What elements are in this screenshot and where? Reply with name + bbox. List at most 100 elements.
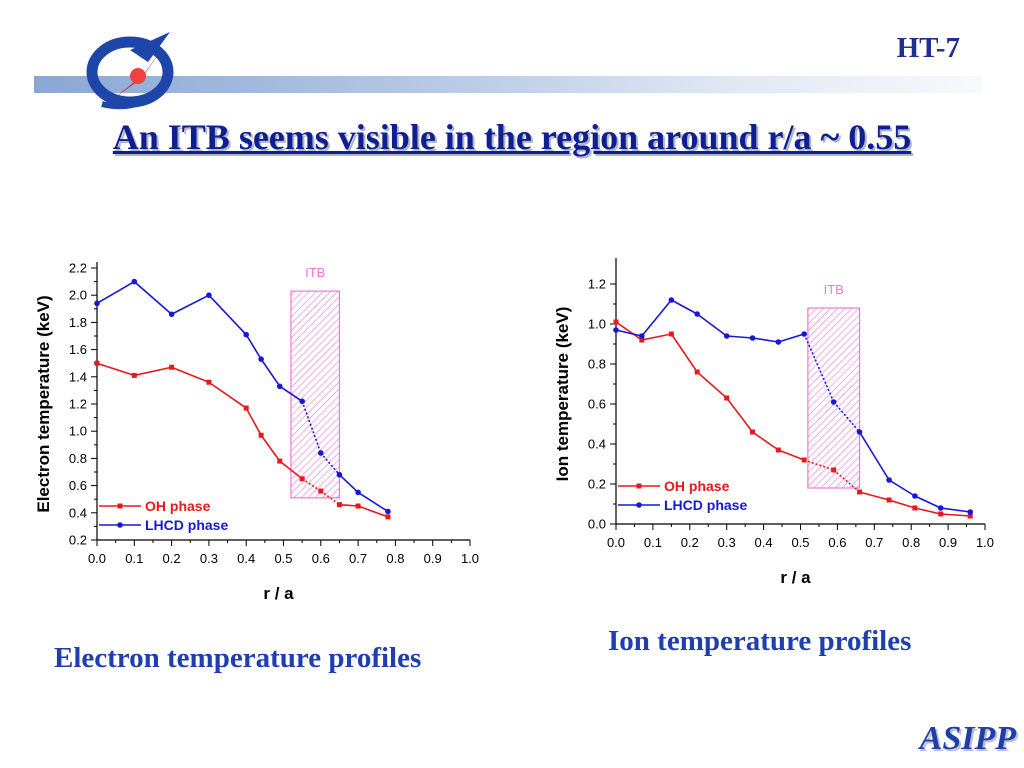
ion-oh-point [775,447,781,453]
electron-lhcd-point [131,278,138,285]
electron-oh-point [94,360,100,366]
ion-y-tick-label: 0.8 [588,357,606,372]
electron-oh-line-segment [134,366,172,377]
electron-y-tick-label: 2.2 [69,261,87,276]
ion-x-tick-label: 0.7 [865,535,883,550]
ion-legend-lhcd-marker [636,502,642,508]
electron-oh-point [206,379,212,385]
ion-lhcd-point [967,509,974,515]
electron-legend-lhcd-label: LHCD phase [145,517,228,533]
ion-x-tick-label: 0.5 [791,535,809,550]
ion-y-tick-label: 0.2 [588,477,606,492]
ion-oh-point [801,457,807,463]
ion-lhcd-line-segment [752,337,779,343]
ion-x-tick-label: 0.1 [644,535,662,550]
asipp-logo [86,32,174,110]
ion-lhcd-point [775,339,782,345]
electron-oh-line-segment [260,434,281,462]
ion-lhcd-point [613,327,619,333]
ion-x-tick-label: 0.3 [718,535,736,550]
ion-x-tick-label: 0.8 [902,535,920,550]
ion-x-tick-label: 0.4 [755,535,773,550]
footer-label: ASIPP [919,720,1016,757]
ion-y-axis-title: Ion temperature (keV) [553,307,572,482]
ion-oh-line-segment [778,449,805,461]
ion-lhcd-point [830,399,837,405]
ion-lhcd-point [694,311,700,317]
header-bar [34,76,982,93]
electron-x-tick-label: 0.9 [424,551,442,566]
brand-label: HT-7 [896,32,960,64]
electron-x-tick-label: 1.0 [461,551,479,566]
electron-oh-line-segment [357,505,389,518]
electron-x-tick-label: 0.0 [88,551,106,566]
electron-y-tick-label: 1.4 [69,369,87,384]
electron-oh-line-segment [245,407,262,436]
ion-oh-line-segment [670,333,698,373]
electron-oh-point [336,502,342,508]
ion-temperature-chart: ITB 0.0 0.1 0.2 0.3 0.4 0.5 0.6 0.7 0.8 0.9 1.0 0.0 0… [553,258,994,587]
ion-oh-point [750,429,756,435]
ion-oh-point [831,467,837,473]
ion-oh-line-segment [859,491,890,501]
ion-lhcd-point [801,331,807,337]
ion-lhcd-line-segment [670,299,698,315]
electron-lhcd-point [243,331,249,338]
ion-oh-line-segment [833,469,861,493]
ion-lhcd-point [912,493,918,499]
electron-oh-point [355,503,361,509]
electron-lhcd-point [206,292,212,298]
electron-x-tick-label: 0.8 [386,551,404,566]
electron-y-tick-label: 0.4 [69,505,87,520]
electron-lhcd-line-segment [260,358,281,387]
electron-itb-label: ITB [305,265,325,280]
electron-oh-line-segment [279,460,303,480]
ion-lhcd-line-segment [914,495,942,509]
ion-oh-point [967,513,973,519]
electron-y-tick-label: 0.8 [69,451,87,466]
ion-caption: Ion temperature profiles [608,625,912,657]
electron-oh-line-segment [96,362,135,377]
ion-lhcd-point [723,333,730,339]
electron-y-tick-label: 1.2 [69,397,87,412]
electron-lhcd-line-segment [245,334,262,360]
electron-lhcd-line-segment [208,294,247,336]
electron-lhcd-line-segment [133,280,173,315]
ion-legend-oh-label: OH phase [664,478,730,494]
ion-x-tick-label: 0.2 [681,535,699,550]
ion-oh-line-segment [726,397,754,433]
electron-oh-point [131,372,137,378]
electron-oh-point [299,476,305,482]
ion-y-tick-label: 1.2 [588,277,606,292]
ion-x-tick-label: 0.6 [828,535,846,550]
ion-oh-line-segment [914,507,941,515]
electron-y-tick-label: 1.6 [69,342,87,357]
electron-x-tick-label: 0.1 [125,551,143,566]
ion-oh-line-segment [940,513,971,517]
ion-x-axis-title: r / a [780,568,811,587]
ion-y-tick-label: 1.0 [588,317,606,332]
electron-lhcd-line-segment [171,294,210,315]
electron-oh-point [258,432,264,438]
electron-lhcd-point [318,450,324,456]
electron-lhcd-point [258,356,264,362]
electron-oh-line-segment [208,381,247,409]
ion-oh-point [639,337,645,343]
electron-oh-point [385,514,391,520]
electron-x-tick-label: 0.4 [237,551,255,566]
ion-oh-point [724,395,730,401]
ion-oh-line-segment [696,371,728,399]
electron-oh-line-segment [339,503,359,507]
ion-itb-region [807,307,861,489]
ion-oh-point [668,331,674,337]
ion-oh-point [886,497,892,503]
ion-oh-point [613,319,619,325]
electron-lhcd-point [336,471,343,478]
ion-x-tick-label: 1.0 [976,535,994,550]
electron-legend-oh-marker [117,503,123,509]
electron-lhcd-line-segment [96,280,135,305]
ion-y-tick-label: 0.0 [588,517,606,532]
electron-lhcd-point [355,489,361,496]
ion-lhcd-line-segment [833,401,861,433]
ion-lhcd-line-segment [803,333,835,403]
